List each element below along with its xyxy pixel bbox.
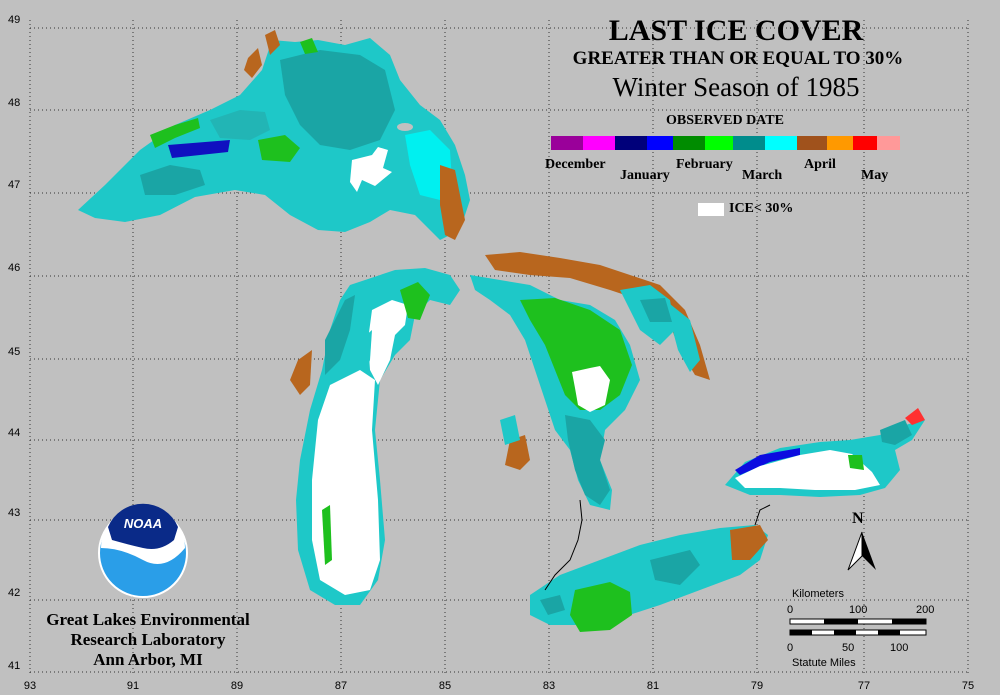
scale-bar [789,618,927,636]
title-line-3: Winter Season of 1985 [612,72,860,102]
lat-label: 46 [8,262,21,274]
title-line-2: GREATER THAN OR EQUAL TO 30% [572,48,904,69]
noaa-logo-icon [98,503,188,598]
north-channel [485,252,710,380]
legend-month-may: May [861,168,889,183]
legend-color-bar [551,136,900,150]
lake-huron [470,275,675,510]
lake-ontario [725,408,925,497]
north-label: N [852,510,864,527]
ice-swatch [698,203,724,216]
scale-mi-tick: 50 [842,642,855,654]
lon-label: 81 [646,680,660,692]
lake-michigan [290,268,460,605]
scale-mi-label: Statute Miles [792,657,856,669]
lon-label: 77 [857,680,871,692]
legend-month-december: December [545,157,606,172]
legend-month-february: February [676,157,733,172]
lon-label: 87 [334,680,348,692]
legend-ice-label: ICE< 30% [729,201,794,216]
legend-month-april: April [804,157,836,172]
noaa-logo-text: NOAA [123,516,163,531]
lat-label: 49 [8,14,21,26]
scale-km-tick: 200 [916,604,935,616]
connecting-rivers [544,499,771,591]
lon-label: 83 [542,680,556,692]
lat-label: 43 [8,507,21,519]
scale-km-tick: 100 [849,604,868,616]
scale-mi-tick: 100 [890,642,909,654]
legend-heading: OBSERVED DATE [666,113,784,128]
lat-label: 41 [8,660,21,672]
lon-label: 85 [438,680,452,692]
lon-label: 93 [23,680,37,692]
scale-mi-tick: 0 [787,642,794,654]
lat-label: 47 [8,179,21,191]
legend-month-march: March [742,168,783,183]
legend-month-january: January [620,168,670,183]
lat-label: 45 [8,346,21,358]
credit-line-2: Research Laboratory [70,630,226,649]
lat-label: 42 [8,587,21,599]
lon-label: 89 [230,680,244,692]
lat-label: 48 [8,97,21,109]
credit-line-3: Ann Arbor, MI [93,650,203,669]
scale-km-tick: 0 [787,604,794,616]
credit-line-1: Great Lakes Environmental [46,610,250,629]
lake-erie [530,525,768,632]
lake-superior [78,30,470,240]
north-arrow-icon [847,531,876,571]
scale-km-label: Kilometers [792,588,844,600]
title-line-1: LAST ICE COVER [608,14,864,47]
lat-label: 44 [8,427,21,439]
lon-label: 79 [750,680,764,692]
lon-label: 75 [961,680,975,692]
lon-label: 91 [126,680,140,692]
